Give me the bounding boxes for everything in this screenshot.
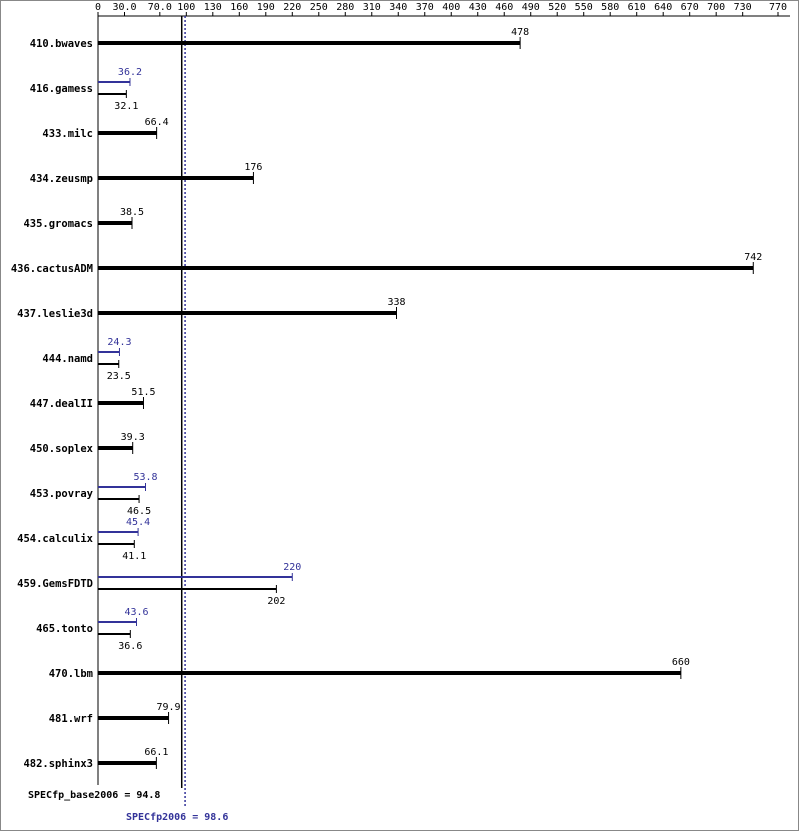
category-label: 470.lbm — [49, 668, 93, 680]
x-tick-label: 460 — [495, 2, 513, 13]
value-label: 23.5 — [107, 371, 131, 382]
category-label: 410.bwaves — [30, 38, 93, 50]
value-label: 660 — [672, 657, 690, 668]
bar — [98, 221, 132, 225]
x-tick-label: 700 — [707, 2, 725, 13]
value-label: 45.4 — [126, 517, 150, 528]
category-label: 454.calculix — [17, 533, 94, 545]
reference-label: SPECfp2006 = 98.6 — [126, 812, 228, 823]
x-tick-label: 280 — [336, 2, 354, 13]
bar — [98, 131, 157, 135]
category-label: 459.GemsFDTD — [17, 578, 93, 590]
x-tick-label: 160 — [230, 2, 248, 13]
x-tick-label: 310 — [363, 2, 381, 13]
bar — [98, 176, 254, 180]
base-bar — [98, 633, 131, 635]
peak-bar — [98, 531, 139, 533]
bar — [98, 266, 754, 270]
x-tick-label: 770 — [769, 2, 787, 13]
x-tick-label: 220 — [283, 2, 301, 13]
x-tick-label: 430 — [469, 2, 487, 13]
bar — [98, 401, 144, 405]
base-bar — [98, 588, 277, 590]
category-label: 444.namd — [42, 353, 93, 365]
x-tick-label: 670 — [681, 2, 699, 13]
category-label: 447.dealII — [30, 398, 93, 410]
category-label: 481.wrf — [49, 713, 93, 725]
category-label: 433.milc — [42, 128, 93, 140]
value-label: 32.1 — [114, 101, 138, 112]
x-tick-label: 550 — [575, 2, 593, 13]
value-label: 39.3 — [121, 432, 145, 443]
value-label: 53.8 — [133, 472, 157, 483]
category-label: 465.tonto — [36, 623, 93, 635]
x-tick-label: 0 — [95, 2, 101, 13]
peak-bar — [98, 81, 130, 83]
bar — [98, 311, 397, 315]
value-label: 36.6 — [118, 641, 142, 652]
x-tick-label: 30.0 — [112, 2, 136, 13]
value-label: 176 — [244, 162, 262, 173]
value-label: 202 — [267, 596, 285, 607]
value-label: 79.9 — [157, 702, 181, 713]
x-tick-label: 400 — [442, 2, 460, 13]
value-label: 220 — [283, 562, 301, 573]
x-tick-label: 250 — [310, 2, 328, 13]
value-label: 46.5 — [127, 506, 151, 517]
category-label: 436.cactusADM — [11, 263, 93, 275]
base-bar — [98, 498, 140, 500]
peak-bar — [98, 486, 146, 488]
x-tick-label: 100 — [177, 2, 195, 13]
value-label: 51.5 — [131, 387, 155, 398]
peak-bar — [98, 576, 293, 578]
category-label: 482.sphinx3 — [23, 758, 93, 770]
value-label: 66.4 — [145, 117, 169, 128]
bar — [98, 446, 133, 450]
value-label: 41.1 — [122, 551, 146, 562]
value-label: 38.5 — [120, 207, 144, 218]
peak-bar — [98, 621, 137, 623]
x-tick-label: 70.0 — [148, 2, 172, 13]
value-label: 66.1 — [144, 747, 168, 758]
value-label: 43.6 — [124, 607, 148, 618]
bar — [98, 761, 157, 765]
category-label: 453.povray — [30, 488, 94, 500]
value-label: 742 — [744, 252, 762, 263]
x-tick-label: 490 — [522, 2, 540, 13]
base-bar — [98, 93, 127, 95]
category-label: 437.leslie3d — [17, 308, 93, 320]
category-label: 434.zeusmp — [30, 173, 93, 185]
base-bar — [98, 543, 135, 545]
reference-label: SPECfp_base2006 = 94.8 — [28, 790, 160, 801]
x-tick-label: 340 — [389, 2, 407, 13]
category-label: 435.gromacs — [23, 218, 93, 230]
base-bar — [98, 363, 119, 365]
x-tick-label: 370 — [416, 2, 434, 13]
value-label: 36.2 — [118, 67, 142, 78]
x-tick-label: 520 — [548, 2, 566, 13]
value-label: 338 — [387, 297, 405, 308]
x-tick-label: 610 — [628, 2, 646, 13]
x-tick-label: 580 — [601, 2, 619, 13]
category-label: 450.soplex — [30, 443, 94, 455]
x-tick-label: 130 — [204, 2, 222, 13]
peak-bar — [98, 351, 120, 353]
value-label: 478 — [511, 27, 529, 38]
bar — [98, 716, 169, 720]
value-label: 24.3 — [107, 337, 131, 348]
bar — [98, 671, 681, 675]
x-tick-label: 640 — [654, 2, 672, 13]
x-tick-label: 190 — [257, 2, 275, 13]
x-tick-label: 730 — [734, 2, 752, 13]
category-label: 416.gamess — [30, 83, 93, 95]
bar — [98, 41, 521, 45]
